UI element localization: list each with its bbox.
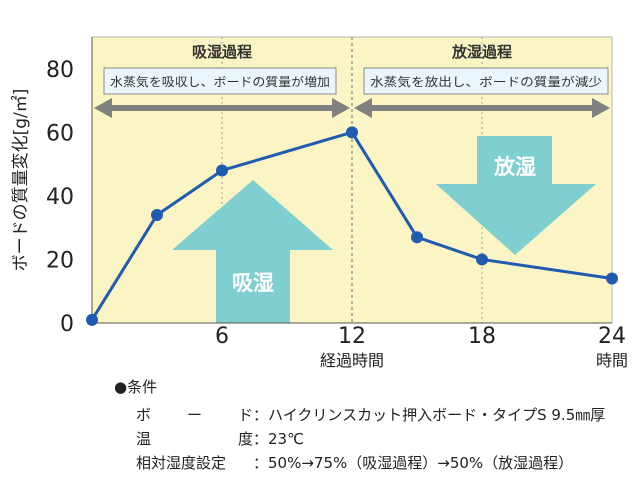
absorb-note-box xyxy=(103,67,337,95)
release-note-box xyxy=(363,67,609,95)
data-point xyxy=(606,272,618,285)
x-tick-label: 12 xyxy=(338,324,366,349)
condition-value: ：ハイクリンスカット押入ボード・タイプS 9.5㎜厚 xyxy=(253,406,606,424)
chart: 吸湿 放湿 吸湿過程 水蒸気を吸収し、ボードの質量が増加 放湿過程 水蒸気を放出… xyxy=(11,36,628,370)
condition-key: ボード xyxy=(136,404,253,425)
absorb-note-text: 水蒸気を吸収し、ボードの質量が増加 xyxy=(110,74,330,89)
condition-key-char: ー xyxy=(186,406,202,424)
release-big-arrow: 放湿 xyxy=(436,136,596,255)
condition-temperature: 温度 ：23℃ xyxy=(136,428,304,449)
y-tick-label: 20 xyxy=(46,248,74,273)
x-unit-label: 時間 xyxy=(596,351,628,370)
condition-key: 相対湿度設定 xyxy=(136,452,253,473)
condition-key-char: 温 xyxy=(136,430,152,448)
absorb-range-arrow xyxy=(94,98,350,118)
condition-key-char: 相対湿度設定 xyxy=(136,454,227,472)
release-phase-title: 放湿過程 xyxy=(451,43,512,61)
x-axis-label: 経過時間 xyxy=(320,351,384,370)
y-tick-label: 40 xyxy=(46,185,74,210)
axes xyxy=(91,37,612,324)
condition-board: ボ ー ド ：ハイクリンスカット押入ボード・タイプS 9.5㎜厚 xyxy=(136,404,605,425)
data-point xyxy=(86,313,98,326)
release-phase: 放湿過程 水蒸気を放出し、ボードの質量が減少 xyxy=(354,43,610,118)
y-axis-label: ボードの質量変化[g/㎡] xyxy=(11,89,31,272)
x-tick-labels: 6 12 18 24 xyxy=(215,324,626,349)
condition-key-char: 度 xyxy=(237,430,253,448)
release-note-text: 水蒸気を放出し、ボードの質量が減少 xyxy=(370,74,602,89)
data-point xyxy=(216,164,228,177)
absorb-arrow-label: 吸湿 xyxy=(232,271,274,295)
condition-key-char: ボ xyxy=(136,406,152,424)
y-tick-label: 80 xyxy=(46,58,74,83)
data-point xyxy=(151,208,163,221)
x-tick-label: 18 xyxy=(468,324,496,349)
y-tick-labels: 0 20 40 60 80 xyxy=(46,58,74,337)
data-point xyxy=(346,126,358,139)
conditions-header: ●条件 xyxy=(114,378,158,396)
condition-key: 温度 xyxy=(136,428,253,449)
x-tick-label: 24 xyxy=(598,324,626,349)
data-point xyxy=(476,253,488,266)
data-point xyxy=(411,231,423,244)
x-tick-label: 6 xyxy=(215,324,229,349)
absorb-big-arrow: 吸湿 xyxy=(172,180,333,323)
absorb-phase-title: 吸湿過程 xyxy=(192,43,252,61)
y-tick-label: 0 xyxy=(60,312,74,337)
release-range-arrow xyxy=(354,98,610,118)
absorb-phase: 吸湿過程 水蒸気を吸収し、ボードの質量が増加 xyxy=(94,43,350,118)
data-points xyxy=(86,126,618,326)
y-tick-label: 60 xyxy=(46,121,74,146)
condition-value: ：23℃ xyxy=(253,430,304,448)
condition-value: ：50%→75%（吸湿過程）→50%（放湿過程） xyxy=(253,454,574,472)
condition-key-char: ド xyxy=(237,406,253,424)
release-arrow-label: 放湿 xyxy=(493,155,536,179)
condition-humidity: 相対湿度設定 ：50%→75%（吸湿過程）→50%（放湿過程） xyxy=(136,452,573,473)
